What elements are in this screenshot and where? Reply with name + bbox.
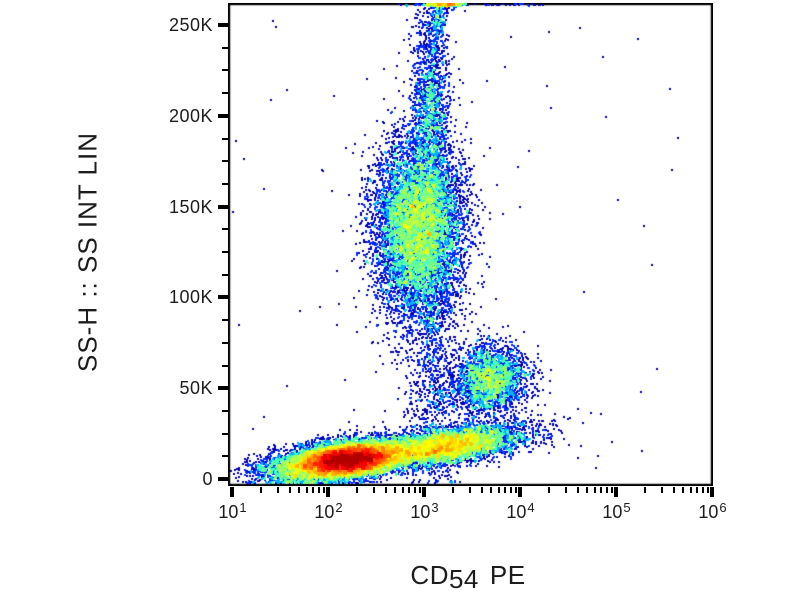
x-axis-minor-tick: [643, 487, 646, 493]
x-axis-minor-tick: [355, 487, 358, 493]
x-tick-label: 103: [410, 500, 439, 522]
x-axis-minor-tick: [490, 487, 493, 493]
x-axis-major-tick: [614, 487, 618, 497]
x-axis-minor-tick: [298, 487, 301, 493]
x-axis-minor-tick: [418, 487, 421, 493]
x-axis-major-tick: [518, 487, 522, 497]
x-tick-label: 104: [506, 500, 535, 522]
x-axis-minor-tick: [682, 487, 685, 493]
y-axis-minor-tick: [222, 409, 228, 412]
y-axis-minor-tick: [222, 432, 228, 435]
y-axis-major-tick: [218, 113, 228, 118]
plot-area: [228, 3, 713, 486]
y-tick-label: 200K: [168, 105, 213, 126]
density-scatter-canvas: [228, 3, 713, 486]
x-axis-minor-tick: [672, 487, 675, 493]
x-tick-label: 101: [218, 500, 247, 522]
x-axis-minor-tick: [497, 487, 500, 493]
x-axis-minor-tick: [576, 487, 579, 493]
y-axis-major-tick: [218, 204, 228, 209]
x-axis-minor-tick: [600, 487, 603, 493]
y-axis-major-tick: [218, 477, 228, 481]
x-tick-label: 102: [314, 500, 343, 522]
x-axis-minor-tick: [605, 487, 608, 493]
x-axis-minor-tick: [610, 487, 613, 493]
y-axis-minor-tick: [222, 69, 228, 72]
y-axis-minor-tick: [222, 46, 228, 49]
x-axis-minor-tick: [305, 487, 308, 493]
y-axis-minor-tick: [222, 273, 228, 276]
y-axis-minor-tick: [222, 251, 228, 253]
x-axis-minor-tick: [468, 487, 471, 493]
y-axis-major-tick: [218, 386, 228, 391]
x-axis-major-tick: [422, 487, 426, 497]
x-axis-minor-tick: [322, 487, 325, 493]
y-tick-label: 0: [202, 469, 213, 489]
x-axis-minor-tick: [514, 487, 517, 493]
x-axis-minor-tick: [504, 487, 507, 493]
x-axis-minor-tick: [509, 487, 512, 493]
x-axis-minor-tick: [451, 487, 454, 493]
x-axis-minor-tick: [394, 487, 397, 493]
x-axis-minor-tick: [547, 487, 550, 493]
x-axis-minor-tick: [372, 487, 375, 493]
x-axis-minor-tick: [586, 487, 589, 493]
y-axis-minor-tick: [222, 455, 228, 458]
x-axis-minor-tick: [660, 487, 663, 493]
x-axis-title-antigen: CD: [410, 560, 449, 590]
y-axis-minor-tick: [222, 319, 228, 322]
x-tick-label: 106: [698, 500, 727, 522]
y-axis-title: SS-H :: SS INT LIN: [72, 131, 103, 373]
y-axis-major-tick: [218, 295, 228, 300]
y-tick-label: 100K: [168, 287, 213, 308]
x-axis-minor-tick: [480, 487, 483, 493]
x-axis-major-tick: [326, 487, 330, 497]
x-axis-minor-tick: [288, 487, 291, 493]
y-axis-minor-tick: [222, 364, 228, 367]
x-axis-minor-tick: [408, 487, 411, 493]
x-axis-minor-tick: [276, 487, 279, 493]
y-axis-minor-tick: [222, 137, 228, 140]
x-axis-minor-tick: [689, 487, 692, 493]
y-axis-major-tick: [218, 23, 228, 27]
x-axis-minor-tick: [593, 487, 596, 493]
x-axis-major-tick: [230, 487, 234, 497]
x-axis-major-tick: [710, 487, 714, 497]
x-axis-minor-tick: [413, 487, 416, 493]
y-tick-label: 250K: [168, 15, 213, 35]
y-tick-label: 50K: [179, 378, 213, 399]
y-axis-minor-tick: [222, 341, 228, 344]
x-axis-minor-tick: [384, 487, 387, 493]
x-axis-minor-tick: [401, 487, 404, 493]
x-axis-minor-tick: [696, 487, 699, 493]
y-axis-minor-tick: [222, 228, 228, 231]
x-axis-minor-tick: [312, 487, 315, 493]
y-axis-minor-tick: [222, 92, 228, 95]
y-axis-minor-tick: [222, 160, 228, 163]
x-axis-minor-tick: [564, 487, 567, 493]
y-tick-label: 150K: [168, 196, 213, 217]
x-tick-label: 105: [602, 500, 631, 522]
x-axis-title-fluorochrome: PE: [489, 560, 526, 590]
x-axis-title-antigen-number: 54: [448, 563, 479, 594]
x-axis-minor-tick: [706, 487, 709, 493]
x-axis-minor-tick: [259, 487, 262, 493]
x-axis-minor-tick: [317, 487, 320, 493]
x-axis-minor-tick: [701, 487, 704, 493]
y-axis-minor-tick: [222, 182, 228, 185]
x-axis-title: CD54 PE: [410, 560, 526, 594]
